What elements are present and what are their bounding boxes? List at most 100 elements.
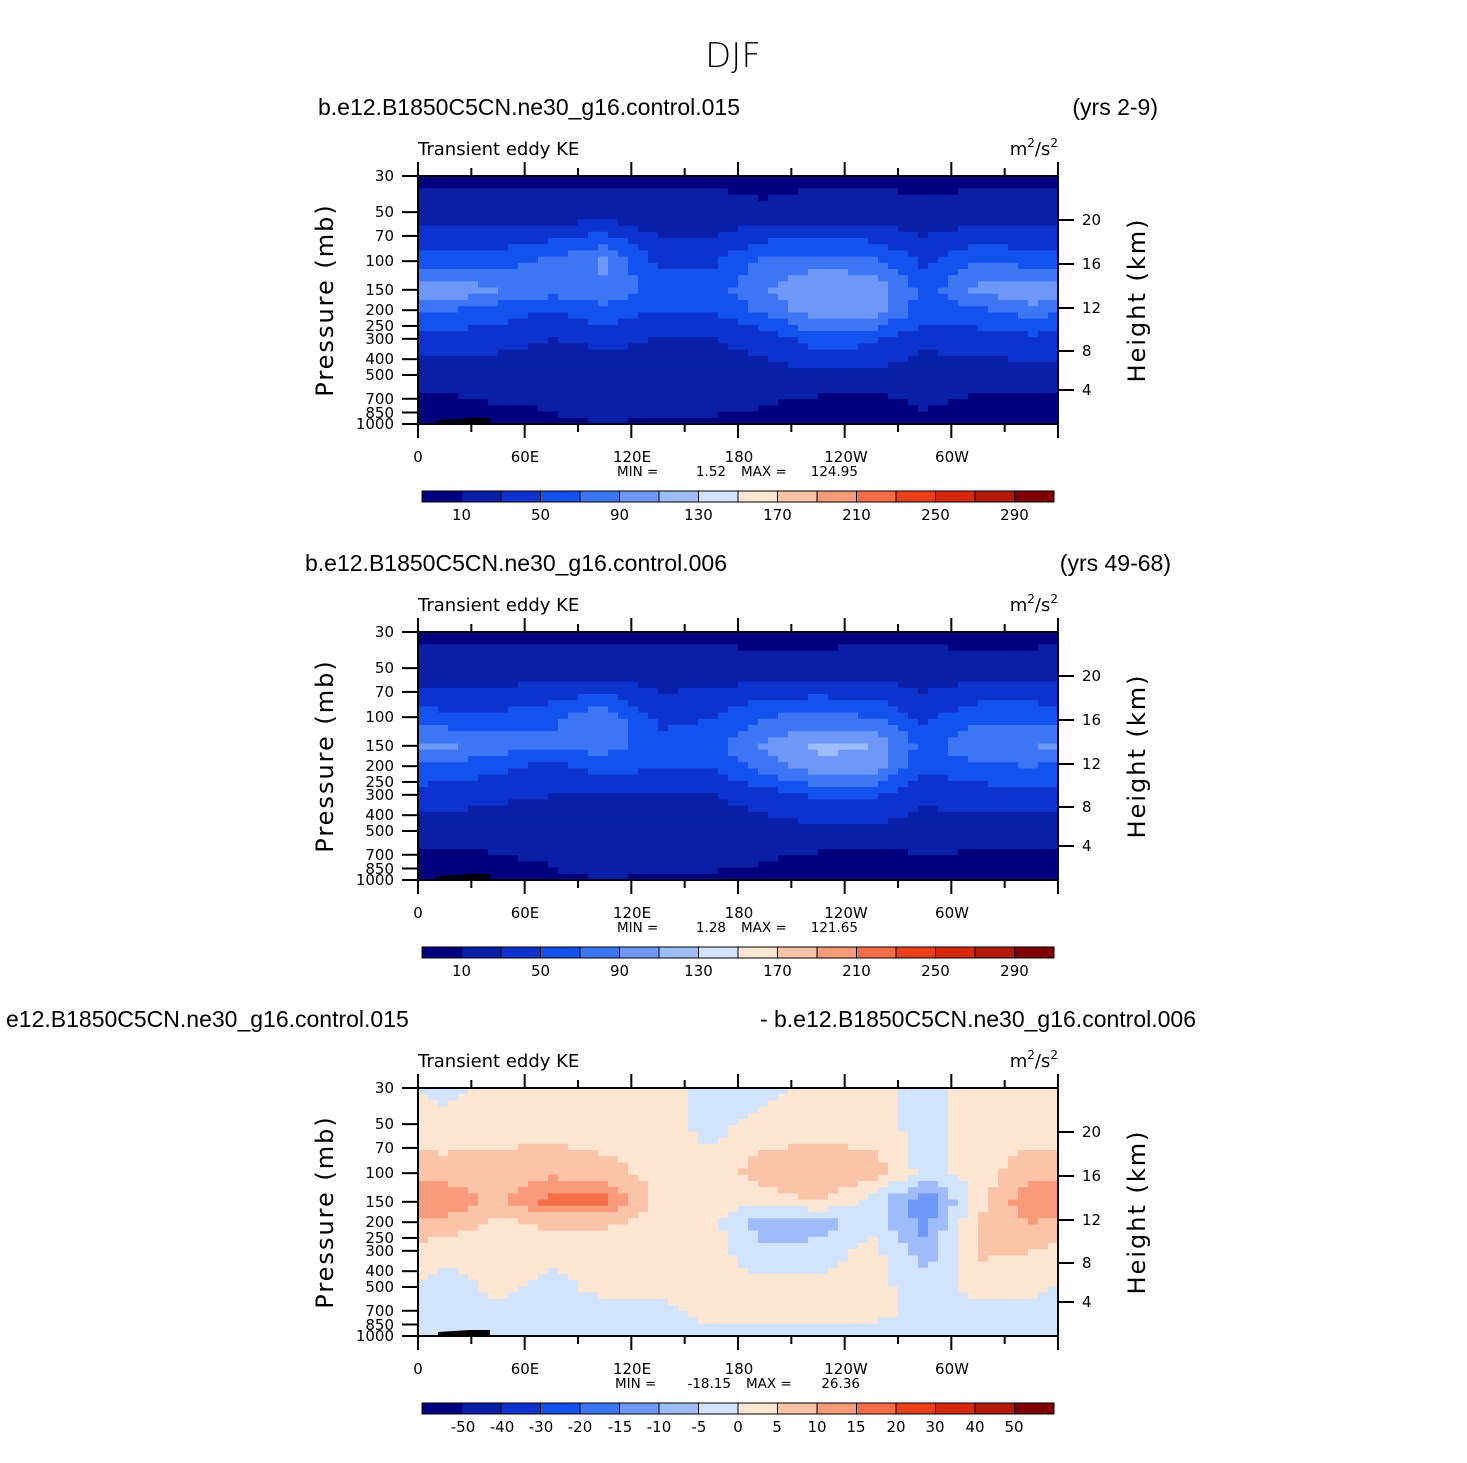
field-cell <box>978 331 989 338</box>
field-cell <box>998 830 1009 838</box>
field-cell <box>538 219 549 227</box>
field-cell <box>688 207 699 214</box>
field-cell <box>528 811 539 819</box>
field-cell <box>988 681 999 689</box>
field-cell <box>878 818 889 825</box>
field-cell <box>858 318 869 326</box>
field-cell <box>928 324 939 332</box>
field-cell <box>998 656 1009 664</box>
field-cell <box>798 386 809 394</box>
field-cell <box>908 182 919 189</box>
field-cell <box>758 275 769 282</box>
field-cell <box>748 293 759 301</box>
field-cell <box>918 306 929 313</box>
field-cell <box>1008 349 1019 357</box>
field-cell <box>518 687 529 695</box>
field-cell <box>808 281 819 289</box>
colorbar-swatch <box>856 490 897 503</box>
field-cell <box>668 399 679 406</box>
field-cell <box>498 362 509 369</box>
field-cell <box>768 368 779 375</box>
field-cell <box>1018 780 1029 788</box>
field-cell <box>718 712 729 720</box>
field-cell <box>728 368 739 375</box>
field-cell <box>748 374 759 382</box>
field-cell <box>498 818 509 825</box>
field-cell <box>628 743 639 751</box>
field-cell <box>418 312 429 320</box>
field-cell <box>558 799 569 807</box>
field-cell <box>658 281 669 289</box>
field-cell <box>798 337 809 344</box>
field-cell <box>508 256 519 264</box>
field-cell <box>448 362 459 369</box>
field-cell <box>508 324 519 332</box>
field-cell <box>778 632 789 639</box>
field-cell <box>918 749 929 757</box>
field-cell <box>528 743 539 751</box>
field-cell <box>628 725 639 732</box>
field-cell <box>1048 681 1059 689</box>
field-cell <box>828 632 839 639</box>
field-cell <box>578 824 589 831</box>
field-cell <box>728 656 739 664</box>
field-cell <box>628 306 639 313</box>
field-cell <box>748 219 759 227</box>
field-cell <box>608 231 619 239</box>
field-cell <box>1038 368 1049 375</box>
field-cell <box>788 343 799 351</box>
field-cell <box>908 749 919 757</box>
field-cell <box>798 799 809 807</box>
field-cell <box>908 656 919 664</box>
field-cell <box>838 417 849 425</box>
field-cell <box>958 749 969 757</box>
field-cell <box>718 731 729 738</box>
field-cell <box>498 811 509 819</box>
field-cell <box>658 194 669 202</box>
field-cell <box>548 318 559 326</box>
field-cell <box>428 650 439 658</box>
field-cell <box>968 306 979 313</box>
field-cell <box>968 355 979 363</box>
field-cell <box>478 762 489 769</box>
field-cell <box>528 300 539 307</box>
field-cell <box>858 362 869 369</box>
field-cell <box>658 830 669 838</box>
field-cell <box>938 718 949 726</box>
field-cell <box>898 269 909 276</box>
field-cell <box>598 349 609 357</box>
field-cell <box>838 225 849 233</box>
field-cell <box>778 176 789 183</box>
field-cell <box>958 262 969 270</box>
field-cell <box>1048 287 1059 295</box>
field-cell <box>868 213 879 220</box>
field-cell <box>438 762 449 769</box>
field-cell <box>708 762 719 769</box>
field-cell <box>958 731 969 738</box>
field-cell <box>488 300 499 307</box>
field-cell <box>988 656 999 664</box>
field-cell <box>748 380 759 388</box>
field-cell <box>738 238 749 245</box>
max-label: MAX = <box>741 464 787 480</box>
field-cell <box>988 756 999 763</box>
field-cell <box>808 362 819 369</box>
field-cell <box>788 349 799 357</box>
field-cell <box>728 663 739 670</box>
field-cell <box>868 638 879 645</box>
field-cell <box>698 687 709 695</box>
field-cell <box>668 687 679 695</box>
field-cell <box>738 725 749 732</box>
field-cell <box>948 262 959 270</box>
field-cell <box>668 793 679 800</box>
field-cell <box>918 774 929 782</box>
field-cell <box>948 762 959 769</box>
field-cell <box>1028 306 1039 313</box>
field-cell <box>978 349 989 357</box>
field-cell <box>628 300 639 307</box>
field-cell <box>898 818 909 825</box>
field-cell <box>678 818 689 825</box>
field-cell <box>818 663 829 670</box>
field-cell <box>698 405 709 413</box>
field-cell <box>498 675 509 683</box>
